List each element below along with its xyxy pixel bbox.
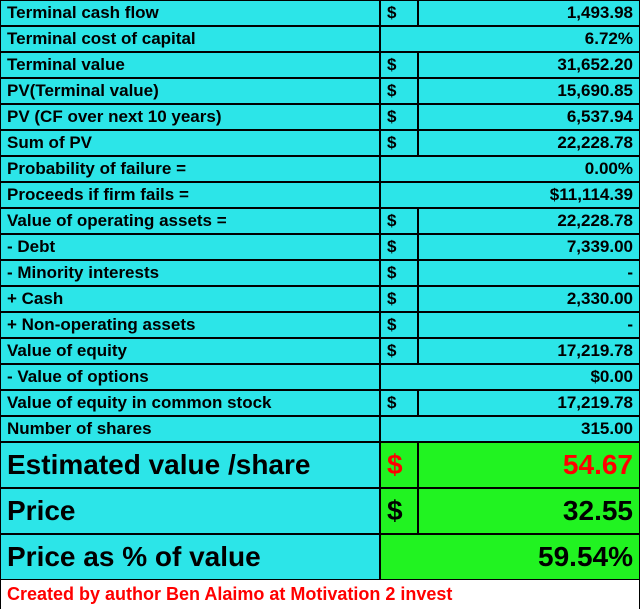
row-value: 6.72% <box>380 26 640 52</box>
row-label: Estimated value /share <box>0 442 380 488</box>
row-label: Price <box>0 488 380 534</box>
row-currency: $ <box>380 52 418 78</box>
table-row: PV(Terminal value) $ 15,690.85 <box>0 78 640 104</box>
row-label: Probability of failure = <box>0 156 380 182</box>
row-label: - Value of options <box>0 364 380 390</box>
table-row: Value of equity in common stock $ 17,219… <box>0 390 640 416</box>
row-value: 0.00% <box>380 156 640 182</box>
row-value: 7,339.00 <box>418 234 640 260</box>
table-row: Number of shares 315.00 <box>0 416 640 442</box>
row-label: Number of shares <box>0 416 380 442</box>
row-label: Terminal cash flow <box>0 0 380 26</box>
row-currency: $ <box>380 130 418 156</box>
table-row: Terminal cash flow $ 1,493.98 <box>0 0 640 26</box>
row-value: - <box>418 312 640 338</box>
row-label: Value of equity <box>0 338 380 364</box>
row-value: 15,690.85 <box>418 78 640 104</box>
row-currency: $ <box>380 488 418 534</box>
row-label: Terminal value <box>0 52 380 78</box>
row-value: 59.54% <box>380 534 640 580</box>
highlight-row-price-pct: Price as % of value 59.54% <box>0 534 640 580</box>
row-currency: $ <box>380 312 418 338</box>
row-currency: $ <box>380 104 418 130</box>
table-row: - Debt $ 7,339.00 <box>0 234 640 260</box>
highlight-row-estimated-value: Estimated value /share $ 54.67 <box>0 442 640 488</box>
table-row: - Minority interests $ - <box>0 260 640 286</box>
row-label: + Cash <box>0 286 380 312</box>
row-currency: $ <box>380 234 418 260</box>
table-row: PV (CF over next 10 years) $ 6,537.94 <box>0 104 640 130</box>
row-currency: $ <box>380 286 418 312</box>
row-value: $0.00 <box>380 364 640 390</box>
row-label: - Minority interests <box>0 260 380 286</box>
credit-line: Created by author Ben Alaimo at Motivati… <box>0 580 640 609</box>
highlight-row-price: Price $ 32.55 <box>0 488 640 534</box>
row-value: 6,537.94 <box>418 104 640 130</box>
row-currency: $ <box>380 208 418 234</box>
row-label: PV(Terminal value) <box>0 78 380 104</box>
valuation-table: Terminal cash flow $ 1,493.98 Terminal c… <box>0 0 640 609</box>
table-row: Proceeds if firm fails = $11,114.39 <box>0 182 640 208</box>
row-label: Sum of PV <box>0 130 380 156</box>
row-value: 315.00 <box>380 416 640 442</box>
row-value: 22,228.78 <box>418 208 640 234</box>
row-label: Proceeds if firm fails = <box>0 182 380 208</box>
row-value: - <box>418 260 640 286</box>
table-row: + Cash $ 2,330.00 <box>0 286 640 312</box>
row-currency: $ <box>380 0 418 26</box>
row-value: 32.55 <box>418 488 640 534</box>
table-row: Terminal value $ 31,652.20 <box>0 52 640 78</box>
row-label: Price as % of value <box>0 534 380 580</box>
row-currency: $ <box>380 260 418 286</box>
row-currency: $ <box>380 78 418 104</box>
row-value: 31,652.20 <box>418 52 640 78</box>
row-currency: $ <box>380 338 418 364</box>
row-label: - Debt <box>0 234 380 260</box>
row-label: + Non-operating assets <box>0 312 380 338</box>
table-row: Value of equity $ 17,219.78 <box>0 338 640 364</box>
row-value: 17,219.78 <box>418 338 640 364</box>
table-row: Value of operating assets = $ 22,228.78 <box>0 208 640 234</box>
table-row: Probability of failure = 0.00% <box>0 156 640 182</box>
table-row: + Non-operating assets $ - <box>0 312 640 338</box>
table-row: - Value of options $0.00 <box>0 364 640 390</box>
row-value: 2,330.00 <box>418 286 640 312</box>
row-label: Terminal cost of capital <box>0 26 380 52</box>
row-currency: $ <box>380 442 418 488</box>
row-label: Value of equity in common stock <box>0 390 380 416</box>
row-currency: $ <box>380 390 418 416</box>
row-value: $11,114.39 <box>380 182 640 208</box>
row-value: 22,228.78 <box>418 130 640 156</box>
row-label: PV (CF over next 10 years) <box>0 104 380 130</box>
row-value: 1,493.98 <box>418 0 640 26</box>
table-row: Terminal cost of capital 6.72% <box>0 26 640 52</box>
row-label: Value of operating assets = <box>0 208 380 234</box>
row-value: 17,219.78 <box>418 390 640 416</box>
table-row: Sum of PV $ 22,228.78 <box>0 130 640 156</box>
row-value: 54.67 <box>418 442 640 488</box>
